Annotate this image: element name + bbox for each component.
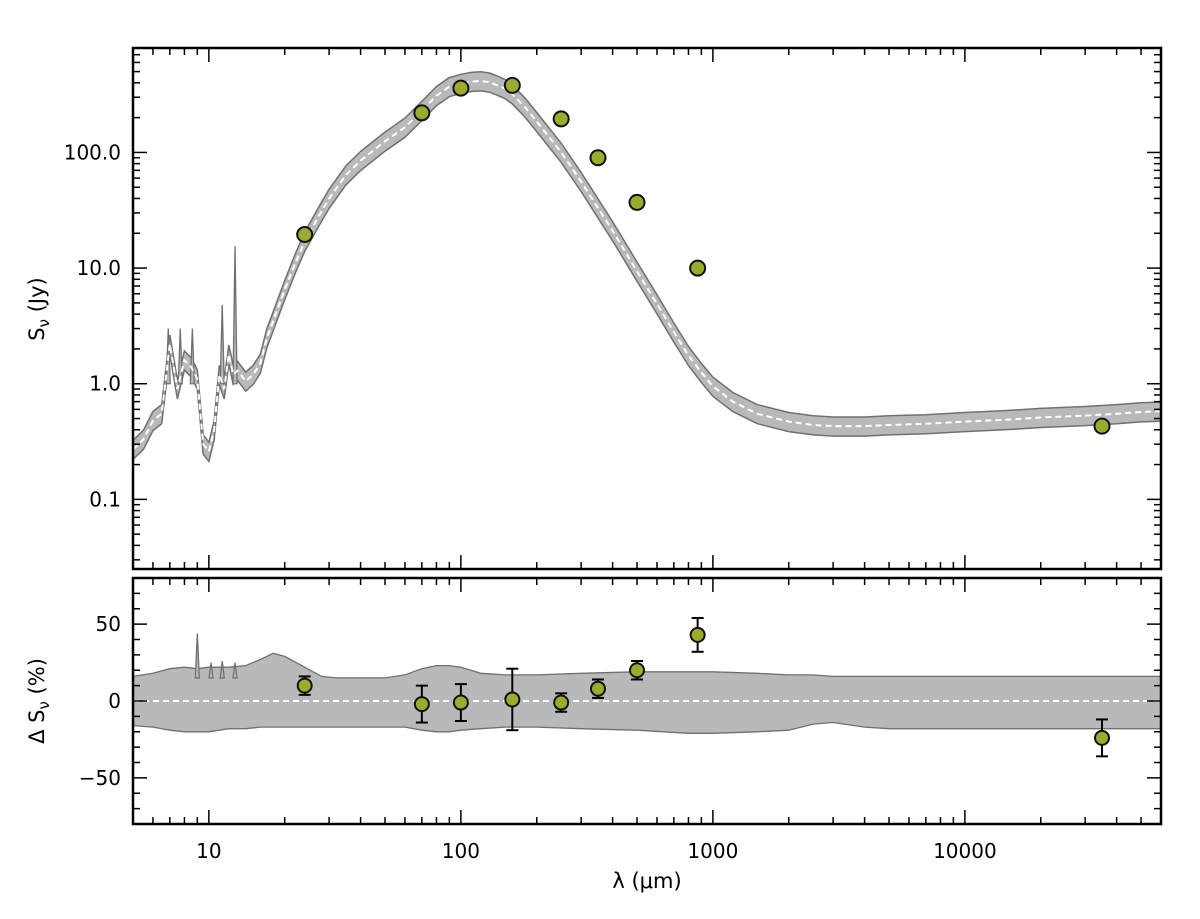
model-band-spike [189,328,196,385]
residual-point [629,660,646,681]
top-panel: 0.1 1.0 10.0 100.0 Sν (Jy) [25,46,1163,571]
data-point [452,79,470,97]
top-data-points [296,76,1111,435]
top-plot-frame [131,46,1163,571]
top-y-axis-title: Sν (Jy) [25,277,53,340]
model-band-spike [232,246,238,385]
residual-band-area [133,652,1161,734]
x-tick-label: 100 [442,839,480,863]
data-point [552,110,570,128]
data-point [1093,417,1111,435]
bottom-axis-ticks [132,578,1162,824]
residual-band-spike [219,660,225,679]
residual-marker [689,626,706,643]
best-fit-model-line [133,79,1161,454]
data-point [689,259,707,277]
data-point [628,193,646,211]
residual-marker [553,694,570,711]
residual-band-spike [208,662,214,679]
residual-point [1094,718,1111,758]
y-tick-label: −50 [79,766,121,790]
residual-band-spike [194,633,201,679]
bottom-panel: −50 0 50 10 100 1000 10000 Δ Sν (%) λ (μm) [25,576,1163,893]
top-model-band [133,71,1161,464]
data-point [413,104,431,122]
y-tick-label: 1.0 [89,372,121,396]
residual-marker [413,696,430,713]
residual-point [504,667,521,732]
top-axis-ticks [132,47,1162,569]
residual-marker [629,662,646,679]
y-tick-label: 0 [108,689,121,713]
bottom-y-axis-title: Δ Sν (%) [25,658,53,744]
residual-point [689,616,706,653]
residual-point [413,684,430,724]
residual-point [589,678,606,699]
residual-marker [452,694,469,711]
bottom-y-tick-labels: −50 0 50 [79,612,121,790]
y-tick-label: 10.0 [76,256,121,280]
data-point [503,76,521,94]
x-tick-labels: 10 100 1000 10000 [196,839,997,863]
residual-marker [296,677,313,694]
x-tick-label: 10 [196,839,221,863]
top-y-tick-labels: 0.1 1.0 10.0 100.0 [64,140,121,511]
data-point [589,149,607,167]
residual-band-spike [232,662,238,679]
residual-point [452,683,469,722]
model-band-spike [177,328,183,385]
residual-band [133,633,1161,734]
y-tick-label: 50 [96,612,121,636]
residual-point [553,692,570,713]
x-axis-title: λ (μm) [612,869,681,893]
x-tick-label: 10000 [933,839,997,863]
model-band [133,71,1161,464]
y-tick-label: 0.1 [89,487,121,511]
residual-data-points [296,616,1111,758]
residual-marker [589,680,606,697]
model-band-spike [219,304,225,385]
residual-marker [504,691,521,708]
residual-point [296,675,313,696]
data-point [296,226,314,244]
y-tick-label: 100.0 [64,140,121,164]
x-tick-label: 1000 [687,839,738,863]
residual-marker [1094,729,1111,746]
